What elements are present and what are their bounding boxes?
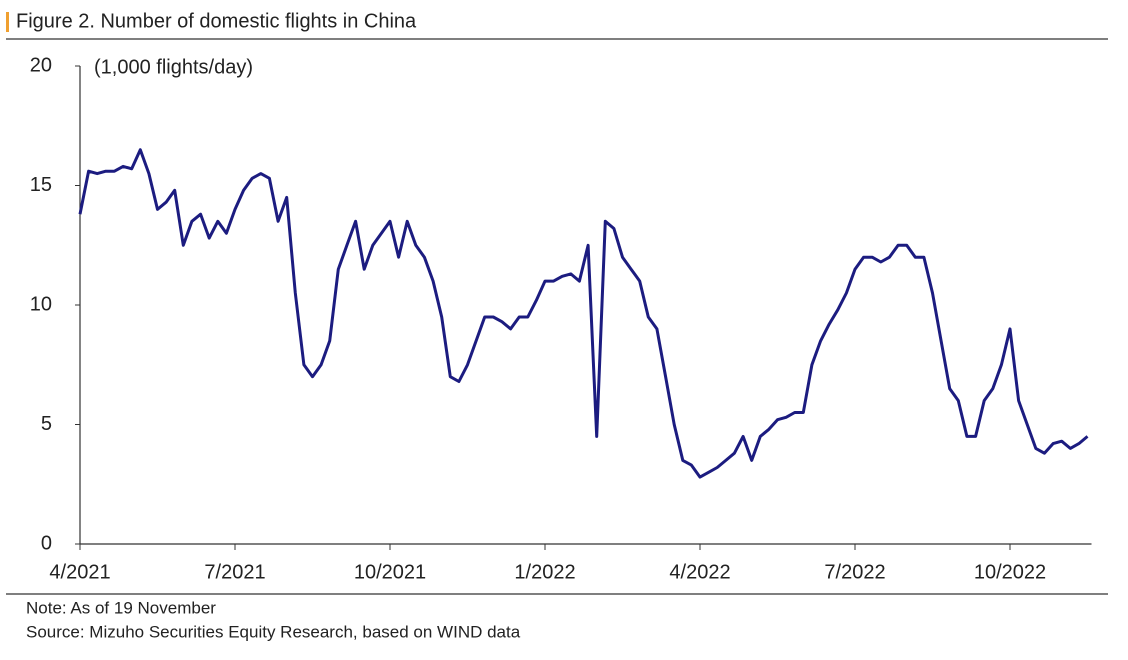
x-tick-label: 1/2022 — [514, 561, 575, 583]
x-tick-label: 4/2022 — [669, 561, 730, 583]
data-line — [78, 148, 1089, 479]
source: Source: Mizuho Securities Equity Researc… — [26, 622, 521, 641]
y-tick-label: 5 — [41, 413, 52, 435]
y-tick-label: 15 — [30, 174, 52, 196]
x-tick-label: 10/2021 — [354, 561, 426, 583]
title-accent — [6, 12, 9, 32]
x-tick-label: 7/2022 — [824, 561, 885, 583]
x-tick-label: 7/2021 — [204, 561, 265, 583]
chart-title: Figure 2. Number of domestic flights in … — [16, 10, 417, 32]
y-axis-label: (1,000 flights/day) — [94, 56, 253, 78]
x-tick-label: 4/2021 — [49, 561, 110, 583]
note: Note: As of 19 November — [26, 598, 216, 617]
y-tick-label: 0 — [41, 532, 52, 554]
y-tick-label: 20 — [30, 54, 52, 76]
y-tick-label: 10 — [30, 293, 52, 315]
x-tick-label: 10/2022 — [974, 561, 1046, 583]
